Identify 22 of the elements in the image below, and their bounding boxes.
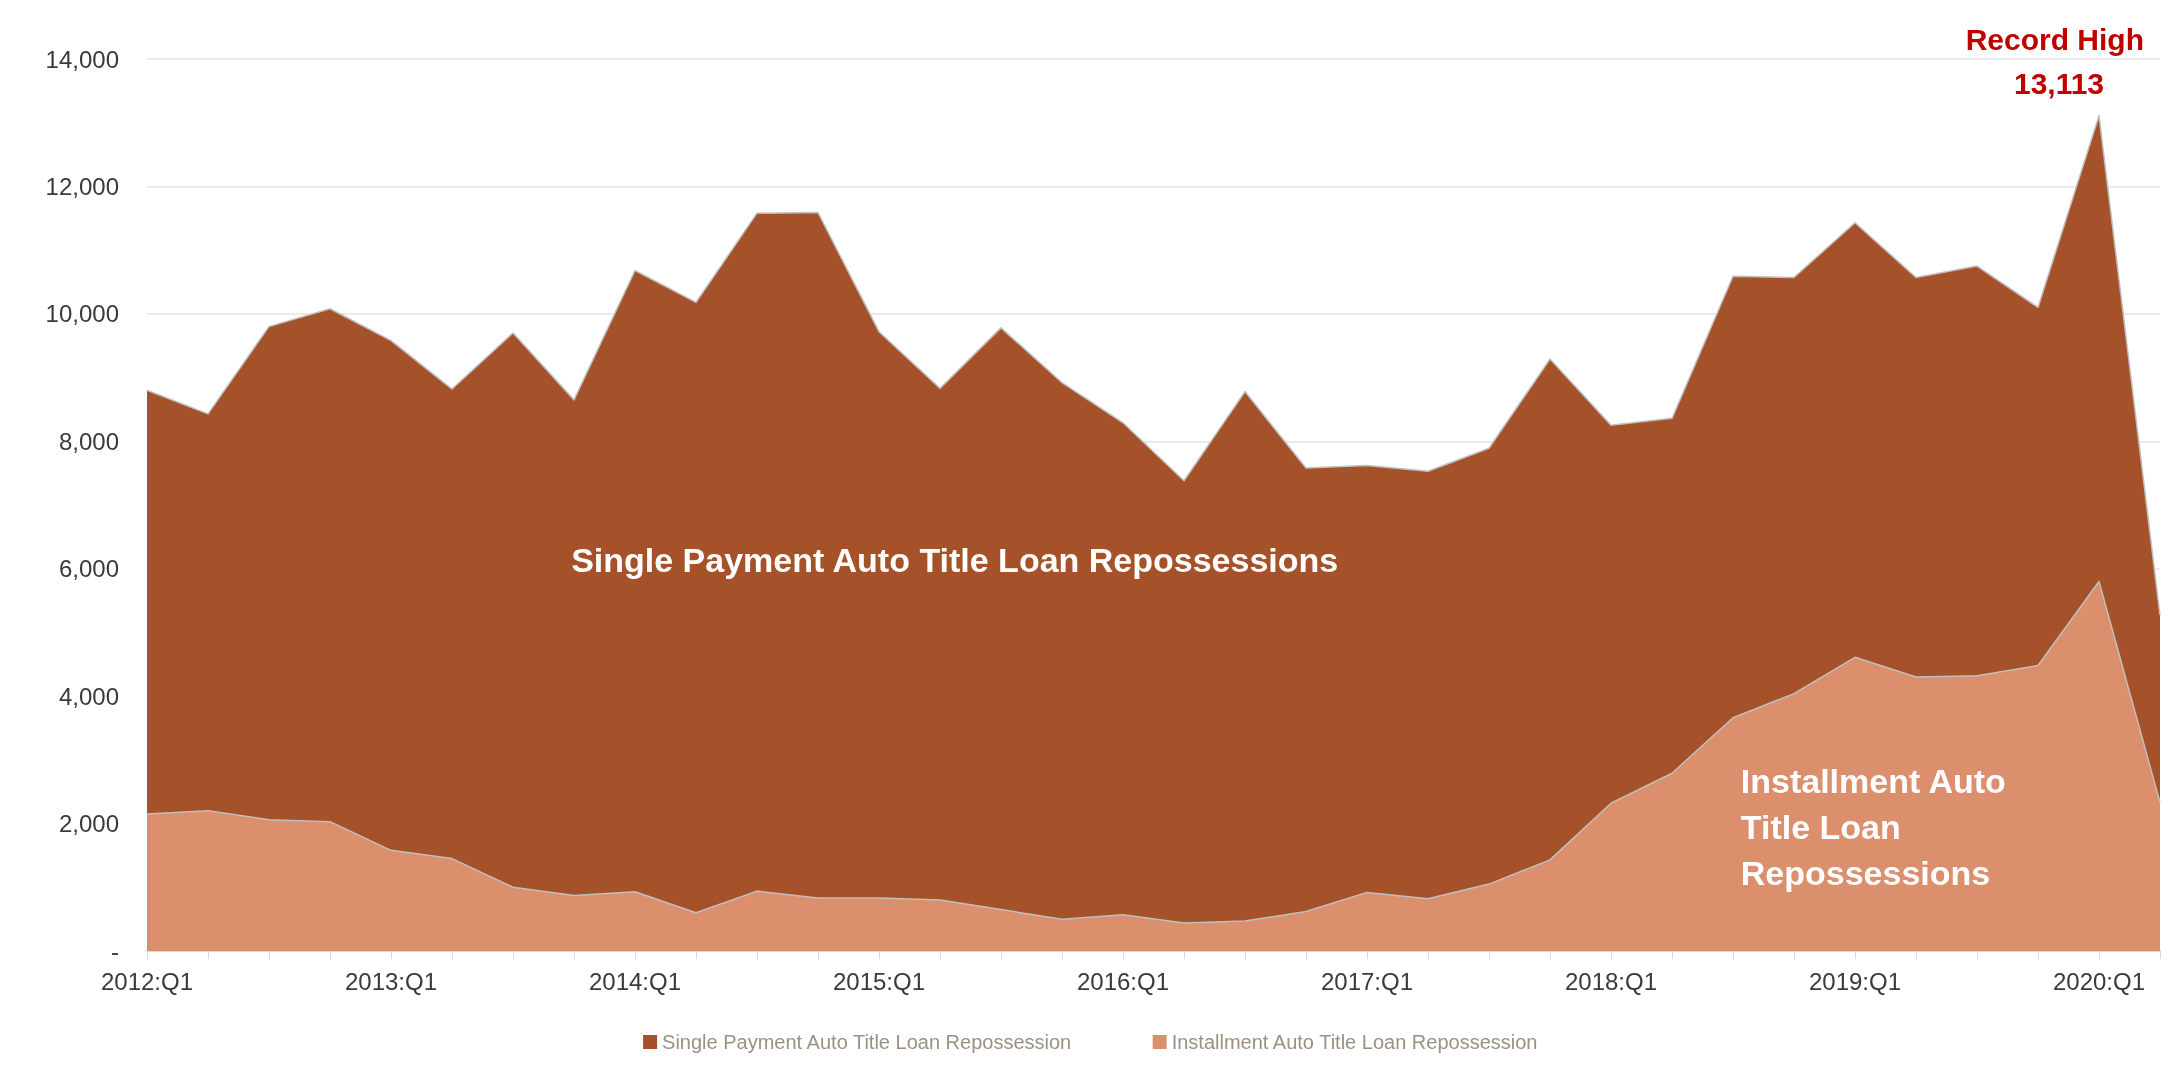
x-tick-label: 2014:Q1 xyxy=(588,967,682,995)
y-tick-label: 12,000 xyxy=(45,172,119,200)
y-tick-label: 14,000 xyxy=(45,45,119,73)
y-tick-label: 6,000 xyxy=(58,555,119,583)
legend-label: Single Payment Auto Title Loan Repossession xyxy=(662,1031,1072,1053)
x-tick-label: 2018:Q1 xyxy=(1564,967,1658,995)
annotation: Record High 13,113 xyxy=(1965,23,2153,101)
legend-label: Installment Auto Title Loan Repossession xyxy=(1171,1031,1538,1053)
x-tick-label: 2013:Q1 xyxy=(344,967,438,995)
x-tick-label: 2017:Q1 xyxy=(1320,967,1414,995)
annotation: Single Payment Auto Title Loan Repossessions xyxy=(571,540,1339,579)
y-tick-label: 4,000 xyxy=(58,682,119,710)
x-tick-label: 2020:Q1 xyxy=(2052,967,2146,995)
annotation: Installment Auto Title Loan Repossessions xyxy=(1740,762,2016,893)
x-tick-label: 2019:Q1 xyxy=(1808,967,1902,995)
x-tick-label: 2012:Q1 xyxy=(100,967,194,995)
y-tick-label: 8,000 xyxy=(58,427,119,455)
x-tick-label: 2016:Q1 xyxy=(1076,967,1170,995)
y-tick-label: - xyxy=(111,937,119,965)
x-tick-label: 2015:Q1 xyxy=(832,967,926,995)
y-tick-label: 2,000 xyxy=(58,810,119,838)
y-tick-label: 10,000 xyxy=(45,300,119,328)
